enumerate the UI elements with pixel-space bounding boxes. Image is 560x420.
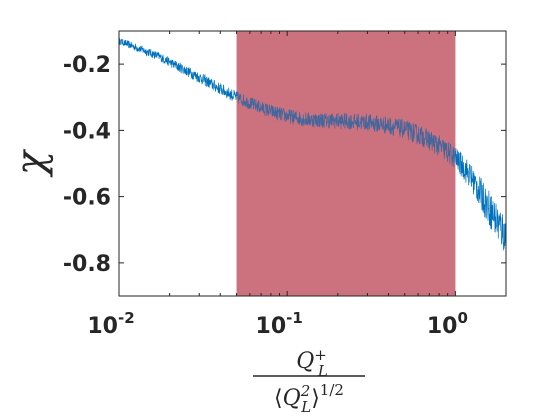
x-tick-label-2: 100 (427, 309, 468, 339)
x-label-den-sub: L (300, 398, 311, 416)
y-tick-label-3: -0.8 (63, 252, 111, 277)
x-label-num-sup: + (314, 346, 327, 364)
x-label-den-sup: 2 (300, 382, 311, 400)
series-line-0 (119, 38, 506, 251)
svg-text:Q+L: Q+ L (296, 346, 328, 380)
x-label-den-open: ⟨ (274, 386, 283, 411)
x-axis-label: Q+ L ⟨Q2 L⟩1/2 (253, 346, 365, 416)
ticks-layer (118, 31, 507, 296)
x-label-den-close: ⟩ (311, 386, 320, 411)
x-label-den-power: 1/2 (320, 381, 344, 399)
y-tick-label-2: -0.6 (63, 186, 111, 211)
plot-frame (118, 30, 507, 297)
y-tick-label-0: -0.2 (63, 53, 111, 78)
y-tick-label-1: -0.4 (63, 119, 111, 144)
x-tick-label-1: 10-1 (256, 309, 303, 339)
y-axis-label: χ (8, 148, 54, 178)
highlight-band (236, 31, 456, 296)
series-layer (119, 31, 506, 296)
x-label-num-sub: L (317, 362, 328, 380)
x-tick-label-0: 10-2 (87, 309, 134, 339)
x-tick-labels: 10-2 10-1 100 (87, 309, 468, 339)
svg-text:⟨Q2L⟩1/2: ⟨Q2 L⟩1/2 (274, 381, 344, 416)
x-label-den-base: Q (283, 386, 301, 411)
x-label-num-base: Q (296, 349, 314, 374)
y-tick-labels: -0.2 -0.4 -0.6 -0.8 (63, 53, 111, 277)
highlight-band-overlay (236, 31, 456, 296)
